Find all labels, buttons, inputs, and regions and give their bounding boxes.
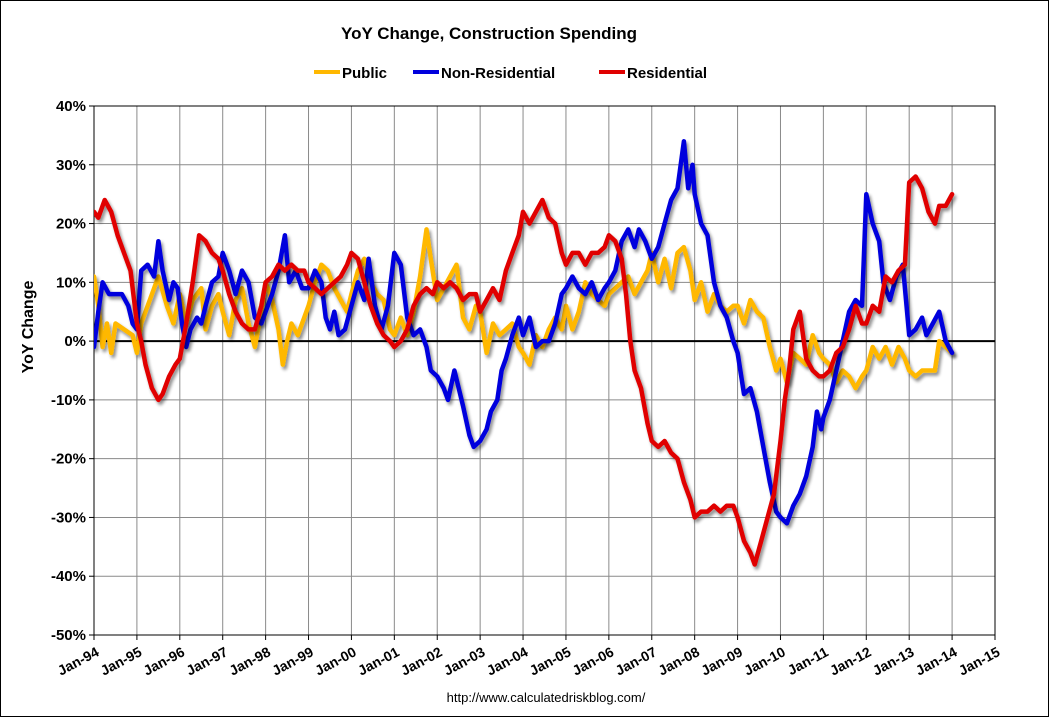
x-axis-ticks: Jan-94Jan-95Jan-96Jan-97Jan-98Jan-99Jan-… (55, 635, 1003, 678)
y-tick-label: -40% (51, 568, 86, 585)
y-tick-label: 30% (56, 157, 86, 174)
x-tick-label: Jan-05 (527, 643, 574, 678)
x-tick-label: Jan-02 (398, 643, 445, 678)
y-tick-label: 10% (56, 274, 86, 291)
y-axis-label: YoY Change (20, 281, 37, 374)
x-tick-label: Jan-04 (484, 643, 531, 678)
x-tick-label: Jan-11 (785, 643, 831, 678)
x-tick-label: Jan-00 (312, 643, 359, 678)
y-tick-label: 0% (64, 333, 86, 350)
x-tick-label: Jan-12 (827, 643, 874, 678)
y-tick-label: -30% (51, 509, 86, 526)
x-tick-label: Jan-97 (183, 643, 230, 678)
x-tick-label: Jan-09 (698, 643, 745, 678)
x-tick-label: Jan-08 (655, 643, 702, 678)
x-tick-label: Jan-07 (612, 643, 659, 678)
x-tick-label: Jan-14 (913, 643, 960, 678)
chart-title: YoY Change, Construction Spending (341, 24, 637, 43)
x-tick-label: Jan-06 (570, 643, 617, 678)
plot-area (93, 105, 996, 636)
legend-label-public: Public (342, 65, 387, 82)
x-tick-label: Jan-99 (269, 643, 316, 678)
legend-label-non-residential: Non-Residential (441, 65, 555, 82)
x-tick-label: Jan-13 (870, 643, 917, 678)
series-line-residential (94, 174, 955, 567)
x-tick-label: Jan-94 (55, 643, 102, 678)
y-tick-label: 40% (56, 98, 86, 115)
x-tick-label: Jan-96 (141, 643, 188, 678)
series-line-non-residential (94, 139, 955, 526)
y-tick-label: 20% (56, 216, 86, 233)
legend-label-residential: Residential (627, 65, 707, 82)
x-tick-label: Jan-03 (441, 643, 488, 678)
x-tick-label: Jan-15 (956, 643, 1003, 678)
gridlines (93, 105, 996, 636)
series-group (94, 139, 955, 567)
y-axis-ticks: 40% 30% 20% 10% 0% -10% -20% -30% -40% -50% (51, 98, 94, 644)
x-tick-label: Jan-95 (98, 643, 145, 678)
y-tick-label: -20% (51, 451, 86, 468)
y-tick-label: -50% (51, 627, 86, 644)
x-tick-label: Jan-01 (355, 643, 402, 678)
legend: Public Non-Residential Residential (314, 65, 707, 82)
x-tick-label: Jan-98 (226, 643, 273, 678)
series-line-public (94, 227, 955, 391)
y-tick-label: -10% (51, 392, 86, 409)
source-url: http://www.calculatedriskblog.com/ (447, 690, 646, 705)
x-tick-label: Jan-10 (741, 643, 788, 678)
